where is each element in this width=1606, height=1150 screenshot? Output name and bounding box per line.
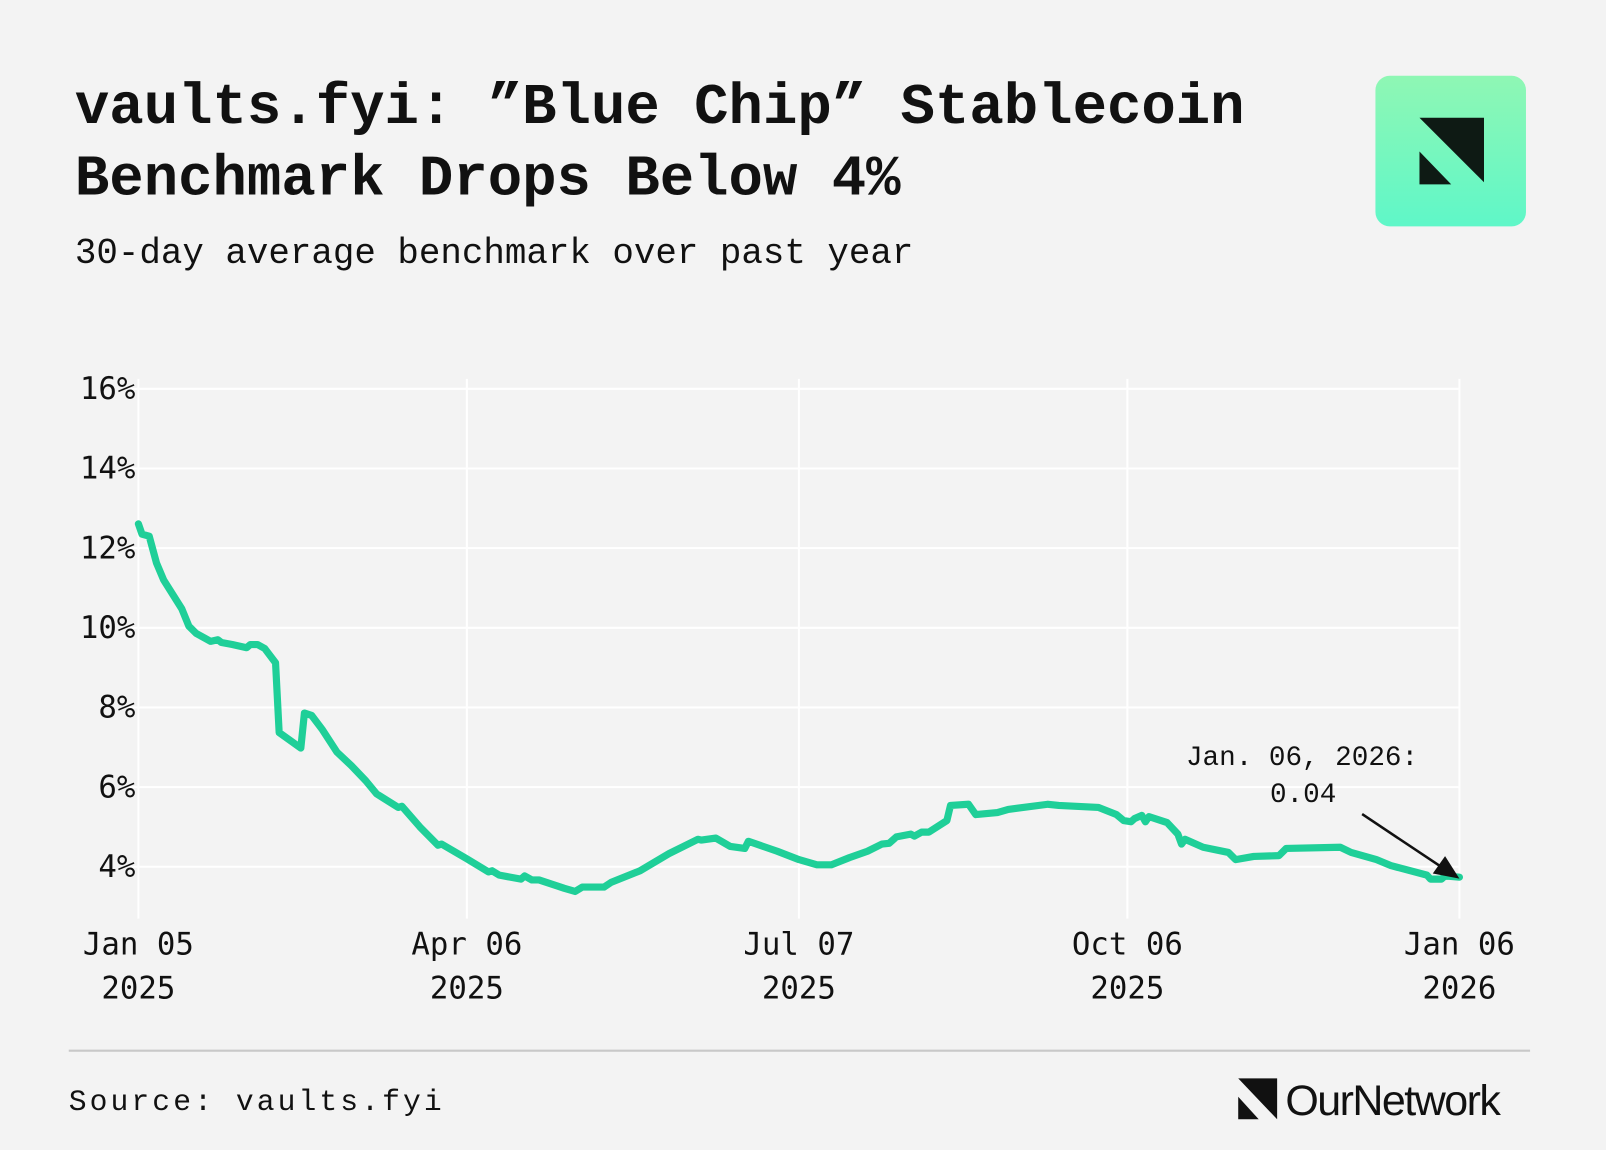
x-tick-label: Jan 06 <box>1404 926 1515 962</box>
brand-logo <box>1238 1078 1278 1120</box>
grid <box>128 378 1461 919</box>
annotation: 0.04 <box>1270 780 1336 811</box>
chart-title: Benchmark Drops Below 4% <box>75 148 901 213</box>
brand: OurNetwork <box>1285 1077 1501 1125</box>
y-tick-label: 12% <box>80 530 135 566</box>
x-tick-label: Apr 06 <box>411 926 522 962</box>
x-tick-label: 2025 <box>101 970 175 1006</box>
y-tick-label: 16% <box>80 371 135 407</box>
annotation: Jan. 06, 2026: <box>1186 743 1418 774</box>
x-tick-label: 2025 <box>430 970 504 1006</box>
plot <box>134 520 1463 896</box>
y-tick-label: 4% <box>98 849 135 885</box>
chart-subtitle: 30-day average benchmark over past year <box>75 233 914 274</box>
y-tick-label: 8% <box>98 690 135 726</box>
x-tick-label: Oct 06 <box>1072 926 1183 962</box>
x-tick-label: 2025 <box>1090 970 1164 1006</box>
x-tick-label: Jan 05 <box>83 926 194 962</box>
y-tick-label: 10% <box>80 610 135 646</box>
x-tick-label: 2025 <box>762 970 836 1006</box>
y-tick-label: 14% <box>80 451 135 487</box>
x-tick-label: 2026 <box>1422 970 1496 1006</box>
logo <box>1375 75 1526 227</box>
data-line <box>134 520 1463 896</box>
x-tick-label: Jul 07 <box>743 926 854 962</box>
chart-title: vaults.fyi: ”Blue Chip” Stablecoin <box>75 76 1245 141</box>
y-tick-label: 6% <box>98 769 135 805</box>
source: Source: vaults.fyi <box>69 1085 445 1119</box>
annotation-arrow <box>1361 813 1460 879</box>
